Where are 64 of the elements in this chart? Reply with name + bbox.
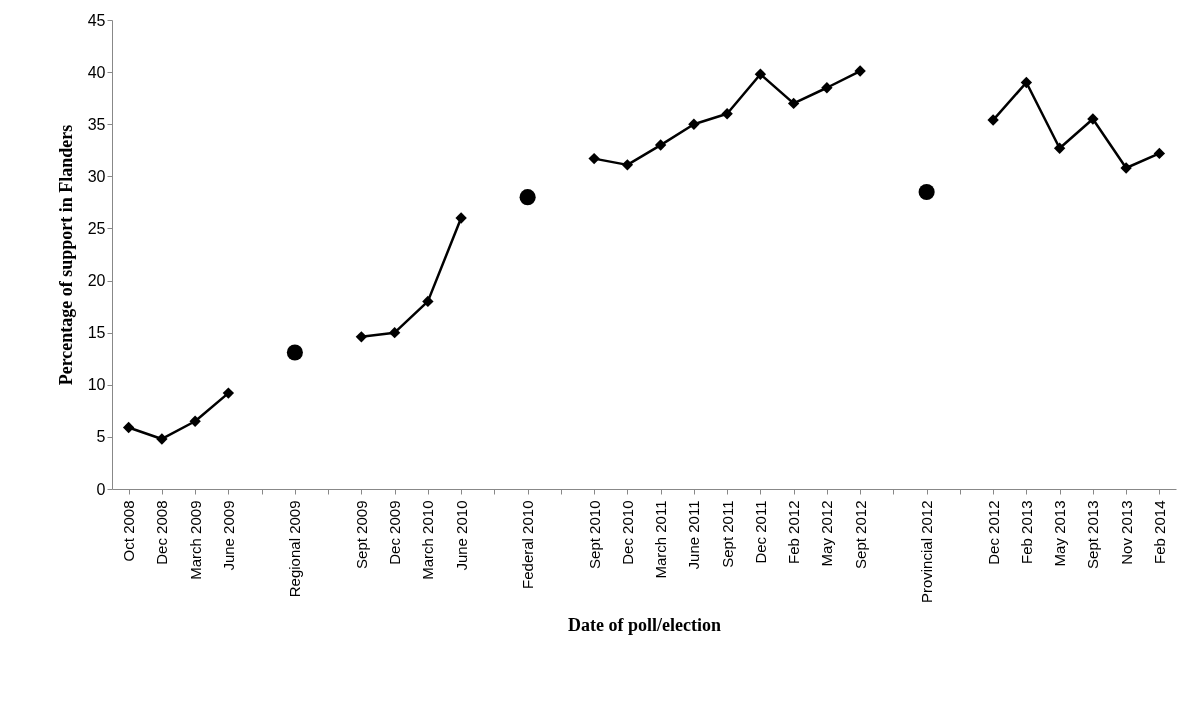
x-tick-label: Sept 2010 [585, 500, 603, 569]
x-tick-label: Sept 2012 [851, 500, 869, 569]
point [519, 189, 536, 206]
point [688, 118, 700, 130]
y-axis-title: Percentage of support in Flanders [55, 124, 76, 386]
x-tick-label: June 2009 [219, 500, 237, 571]
point [122, 421, 135, 434]
y-tick-label: 5 [96, 428, 106, 446]
x-tick-label: May 2012 [818, 500, 836, 567]
x-tick-label: Nov 2013 [1117, 500, 1135, 565]
x-tick-label: Feb 2012 [785, 500, 803, 564]
x-tick-label: Regional 2009 [286, 500, 304, 598]
y-tick-label: 0 [96, 480, 106, 498]
point [286, 344, 303, 361]
point [588, 152, 600, 165]
x-tick-label: Feb 2014 [1150, 500, 1168, 564]
point [189, 415, 201, 427]
x-tick-label: Dec 2011 [751, 500, 769, 564]
y-tick-label: 30 [87, 167, 106, 185]
x-tick-label: March 2010 [419, 500, 437, 580]
y-tick-label: 10 [87, 376, 106, 394]
point [918, 183, 935, 201]
x-tick-label: Oct 2008 [120, 500, 138, 562]
point [156, 433, 168, 445]
point [422, 295, 434, 308]
x-tick-label: Dec 2008 [153, 500, 171, 565]
x-axis-title: Date of poll/election [568, 615, 721, 636]
point [754, 68, 767, 80]
x-tick-label: Feb 2013 [1017, 500, 1035, 564]
point [355, 331, 368, 343]
x-tick-label: May 2013 [1051, 500, 1069, 567]
y-tick-label: 25 [87, 219, 106, 237]
point [787, 97, 800, 110]
x-tick-label: Dec 2009 [386, 500, 404, 565]
point [1053, 142, 1066, 154]
point [621, 159, 634, 171]
point [987, 114, 999, 126]
y-tick-label: 15 [87, 324, 106, 342]
point [1120, 162, 1132, 174]
x-tick-label: June 2011 [685, 500, 703, 570]
x-tick-label: March 2011 [652, 500, 670, 579]
point [1087, 113, 1099, 125]
x-tick-label: Sept 2013 [1084, 500, 1102, 569]
y-tick-label: 20 [87, 272, 106, 290]
point [1153, 147, 1166, 160]
point [654, 139, 667, 151]
point [854, 65, 866, 77]
x-tick-label: Dec 2012 [984, 500, 1002, 565]
point [455, 212, 467, 224]
x-tick-label: March 2009 [186, 500, 204, 580]
point [721, 108, 733, 120]
x-tick-label: Sept 2009 [352, 500, 370, 569]
x-tick-label: Provincial 2012 [918, 500, 936, 604]
y-tick-label: 35 [87, 115, 106, 133]
x-tick-label: Dec 2010 [618, 500, 636, 565]
y-tick-label: 45 [87, 11, 106, 29]
x-tick-label: Federal 2010 [519, 500, 537, 589]
point [222, 387, 235, 399]
y-tick-label: 40 [87, 63, 106, 81]
x-tick-label: Sept 2011 [718, 500, 736, 568]
x-tick-label: June 2010 [452, 500, 470, 571]
point [388, 326, 401, 339]
point [821, 82, 833, 94]
point [1020, 76, 1033, 89]
